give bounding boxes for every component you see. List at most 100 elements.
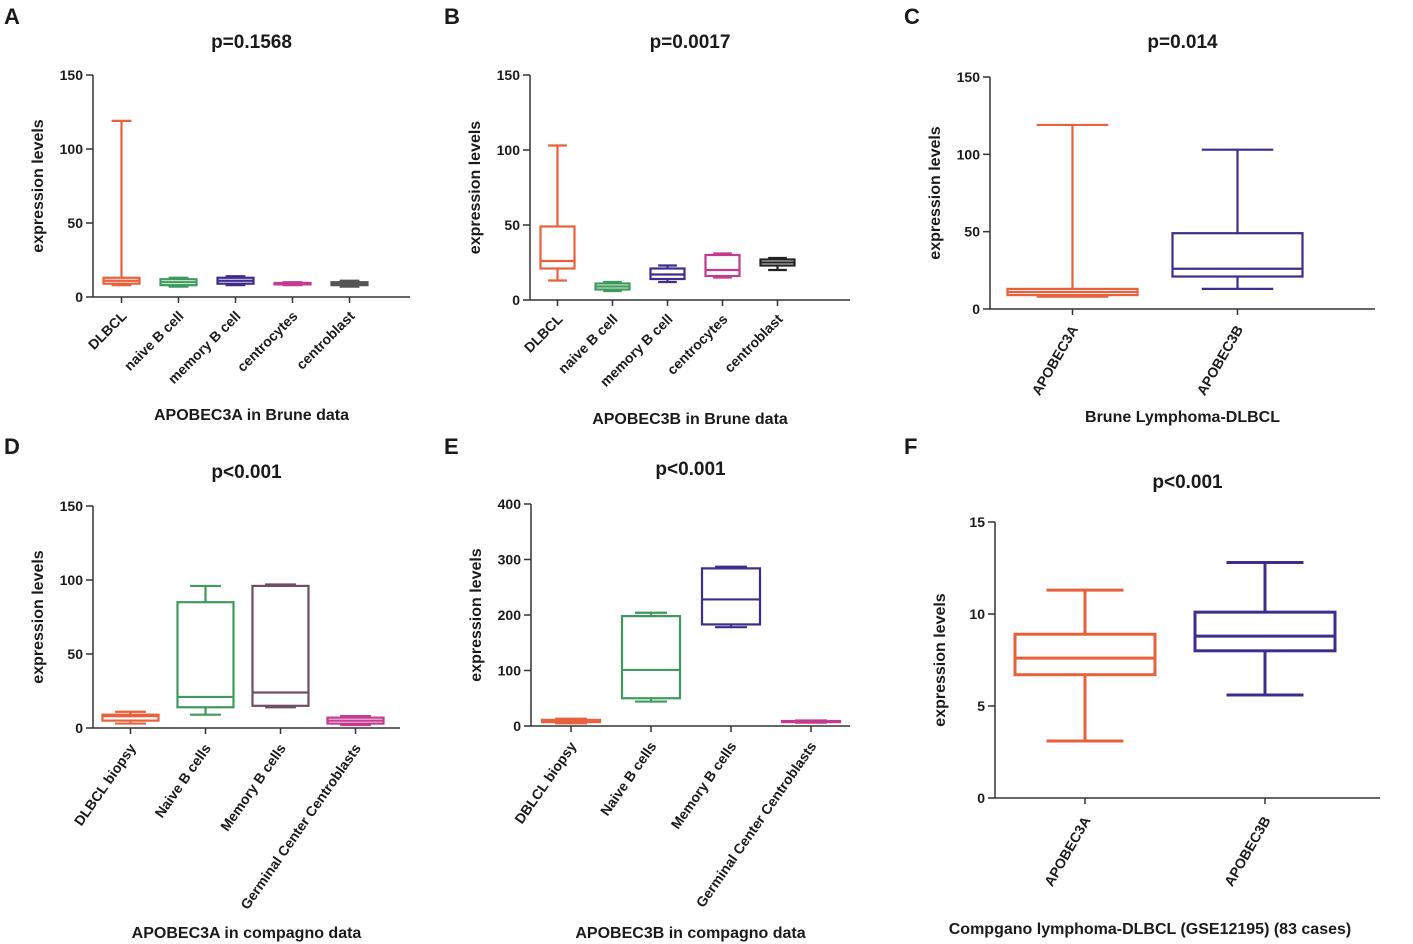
box-2 <box>1171 148 1304 290</box>
x-category-label: APOBEC3A <box>1028 323 1081 398</box>
box-3 <box>700 565 762 629</box>
chart-title: p=0.1568 <box>211 32 292 53</box>
iqr-box <box>251 584 310 707</box>
y-tick-label: 0 <box>513 718 521 734</box>
y-tick-label: 150 <box>497 67 521 83</box>
box-4 <box>704 252 741 279</box>
y-tick-label: 100 <box>498 663 522 679</box>
iqr-box <box>704 253 741 278</box>
y-tick-label: 400 <box>498 496 522 512</box>
x-axis-label: APOBEC3B in Brune data <box>592 411 788 428</box>
x-category-label: Naive B cells <box>597 738 660 818</box>
x-category-label: Memory B cells <box>667 738 739 831</box>
box-2 <box>620 611 682 703</box>
y-tick-label: 0 <box>512 292 520 308</box>
x-axis-label: APOBEC3A in compagno data <box>132 925 362 942</box>
panel-label: E <box>444 434 459 459</box>
iqr-box <box>700 567 762 626</box>
box-1 <box>1013 588 1157 743</box>
y-tick-label: 50 <box>964 224 980 240</box>
panel-label: D <box>4 434 20 459</box>
box-5 <box>330 279 369 288</box>
y-axis-label: expression levels <box>468 548 485 682</box>
x-category-label: Memory B cells <box>217 740 289 833</box>
box-1 <box>101 710 160 725</box>
panel-label: A <box>4 4 20 29</box>
iqr-box <box>620 615 682 700</box>
y-tick-label: 150 <box>957 69 981 85</box>
y-tick-label: 50 <box>67 646 83 662</box>
x-category-label: centrocytes <box>234 308 301 375</box>
box-1 <box>102 119 141 287</box>
y-tick-label: 15 <box>969 514 985 530</box>
box-4 <box>780 719 842 724</box>
box-3 <box>216 275 255 287</box>
y-tick-label: 50 <box>504 217 520 233</box>
chart-svg: Bp=0.0017 0 50 100 150 expression levels DLBCL… <box>444 4 850 428</box>
y-axis-label: expression levels <box>932 593 949 727</box>
y-tick-label: 0 <box>972 301 980 317</box>
y-tick-label: 150 <box>60 498 84 514</box>
y-tick-label: 100 <box>957 146 981 162</box>
chart-title: p<0.001 <box>1152 472 1223 493</box>
y-tick-label: 150 <box>60 67 84 83</box>
x-category-label: centroblast <box>293 308 358 373</box>
box-3 <box>649 264 686 284</box>
x-axis-label: APOBEC3A in Brune data <box>154 407 349 424</box>
box-3 <box>251 583 310 709</box>
box-2 <box>1193 560 1337 697</box>
chart-svg: Dp<0.001 0 50 100 150 expression levels DLBCL … <box>4 434 400 942</box>
iqr-box <box>1013 632 1157 677</box>
box-1 <box>1006 123 1139 298</box>
iqr-box <box>101 713 160 722</box>
x-axis-label: Brune Lymphoma-DLBCL <box>1085 409 1280 426</box>
x-axis-label: Compgano lymphoma-DLBCL (GSE12195) (83 c… <box>949 921 1351 938</box>
panel-label: F <box>904 434 917 459</box>
x-category-label: APOBEC3A <box>1041 814 1094 889</box>
x-category-label: centroblast <box>721 311 786 376</box>
y-axis-label: expression levels <box>927 126 944 260</box>
chart-title: p<0.001 <box>211 462 282 483</box>
box-4 <box>326 715 385 727</box>
x-category-label: DLBCL biopsy <box>71 740 139 828</box>
y-tick-label: 0 <box>75 289 83 305</box>
iqr-box <box>1171 232 1304 278</box>
x-category-label: Naive B cells <box>151 740 214 820</box>
x-category-label: DLBCL <box>85 307 130 352</box>
x-category-label: APOBEC3B <box>1221 814 1274 889</box>
y-tick-label: 100 <box>60 141 84 157</box>
box-4 <box>273 281 312 287</box>
panel-label: B <box>444 4 460 29</box>
y-tick-label: 0 <box>977 790 985 806</box>
box-2 <box>159 276 198 288</box>
box-1 <box>539 144 576 282</box>
x-category-label: APOBEC3B <box>1193 323 1246 398</box>
x-category-label: Germinal Center Centroblasts <box>237 740 364 912</box>
box-2 <box>176 584 235 716</box>
box-2 <box>594 280 631 293</box>
box-1 <box>540 717 602 725</box>
chart-svg: Fp<0.001 0 5 10 15 expression levels APOBEC3A A… <box>904 434 1380 938</box>
chart-svg: Ep<0.001 0 100 200 300 400 expression levels DB… <box>444 434 850 942</box>
iqr-box <box>176 601 235 709</box>
y-tick-label: 300 <box>498 552 522 568</box>
box-5 <box>759 256 796 272</box>
y-axis-label: expression levels <box>467 121 484 255</box>
iqr-box <box>539 225 576 270</box>
x-category-label: DBLCL biopsy <box>511 738 579 826</box>
x-axis-label: APOBEC3B in compagno data <box>575 925 805 942</box>
chart-title: p=0.0017 <box>650 32 731 53</box>
y-axis-label: expression levels <box>30 550 47 684</box>
y-tick-label: 100 <box>60 572 84 588</box>
y-tick-label: 50 <box>67 215 83 231</box>
panel-label: C <box>904 4 920 29</box>
y-tick-label: 100 <box>497 142 521 158</box>
y-tick-label: 10 <box>969 606 985 622</box>
y-tick-label: 200 <box>498 607 522 623</box>
x-category-label: DLBCL <box>521 310 566 355</box>
